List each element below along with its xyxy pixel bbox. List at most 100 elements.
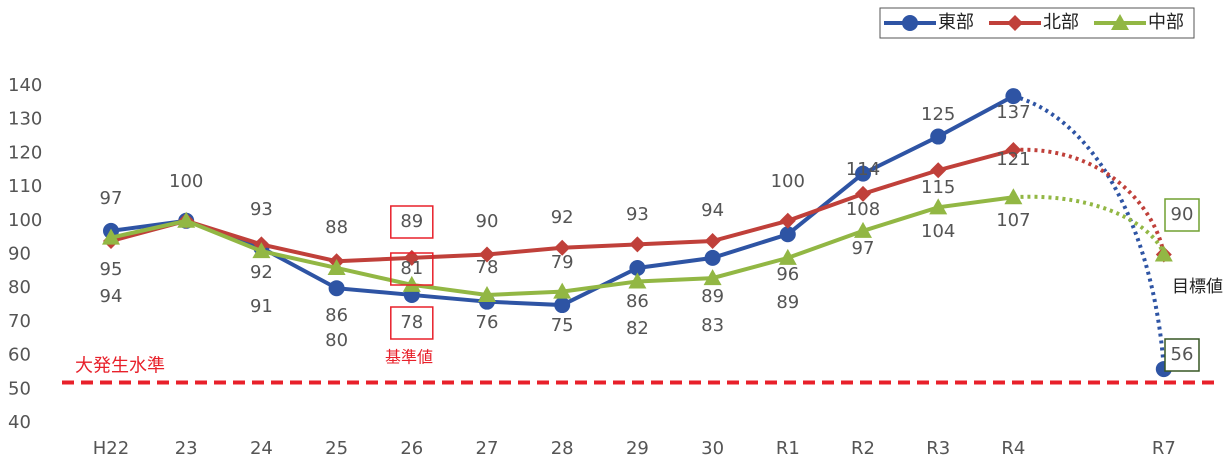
marker [778, 248, 797, 265]
data-label: 75 [551, 315, 574, 336]
data-label: 92 [551, 207, 574, 228]
label-box [1164, 338, 1200, 372]
legend-label: 中部 [1148, 12, 1184, 33]
marker [403, 249, 420, 266]
data-label: 125 [921, 104, 955, 125]
data-label: 93 [250, 199, 273, 220]
y-tick-label: 50 [8, 378, 31, 399]
data-label: 94 [100, 286, 123, 307]
annotation: 基準値 [385, 348, 433, 367]
marker [855, 185, 871, 202]
y-tick-label: 80 [8, 277, 31, 298]
data-label: 90 [1171, 204, 1194, 225]
marker [479, 246, 495, 263]
legend-label: 北部 [1043, 12, 1079, 33]
data-label: 90 [476, 211, 499, 232]
data-label: 96 [776, 264, 799, 285]
projection-line [1013, 194, 1166, 256]
data-label: 88 [325, 217, 348, 238]
x-tick-label: 28 [551, 438, 574, 459]
x-tick-label: 25 [325, 438, 348, 459]
data-label: 137 [996, 102, 1030, 123]
data-label: 95 [100, 259, 123, 280]
threshold-label: 大発生水準 [75, 356, 165, 377]
x-tick-label: R7 [1152, 438, 1176, 459]
legend-marker [1111, 14, 1129, 30]
x-tick-label: 23 [175, 438, 198, 459]
data-label: 108 [846, 199, 880, 220]
x-tick-label: R2 [851, 438, 875, 459]
projection-line [1013, 147, 1166, 255]
data-label: 89 [400, 211, 423, 232]
data-label: 80 [325, 330, 348, 351]
legend-label: 東部 [938, 12, 974, 33]
marker [929, 198, 948, 215]
marker [1154, 245, 1173, 262]
data-label: 78 [476, 257, 499, 278]
x-tick-label: R1 [776, 438, 800, 459]
data-label: 82 [626, 318, 649, 339]
marker [855, 165, 871, 182]
label-box [390, 306, 434, 340]
marker [553, 282, 572, 299]
marker [1005, 88, 1022, 105]
y-tick-label: 120 [8, 142, 42, 163]
marker [554, 297, 571, 314]
marker [1004, 188, 1023, 205]
marker [930, 162, 947, 179]
data-label: 56 [1171, 344, 1194, 365]
legend-marker [1007, 15, 1023, 31]
x-tick-label: 24 [250, 438, 273, 459]
marker [779, 226, 796, 243]
data-label: 76 [476, 312, 499, 333]
marker [628, 272, 647, 289]
data-label: 86 [626, 291, 649, 312]
marker [704, 233, 721, 250]
label-box [390, 252, 434, 286]
y-tick-label: 110 [8, 176, 42, 197]
projection-line [1012, 94, 1166, 370]
marker [177, 211, 196, 228]
data-label: 100 [169, 171, 203, 192]
data-label: 104 [921, 221, 955, 242]
x-tick-label: H22 [93, 438, 129, 459]
data-label: 89 [776, 292, 799, 313]
data-label: 78 [400, 312, 423, 333]
marker [930, 128, 947, 145]
marker [854, 221, 872, 238]
y-tick-label: 70 [8, 311, 31, 332]
data-label: 97 [852, 238, 875, 259]
x-tick-label: 26 [400, 438, 423, 459]
marker [779, 212, 796, 229]
data-label: 89 [701, 286, 724, 307]
y-tick-label: 60 [8, 345, 31, 366]
data-label: 81 [400, 258, 423, 279]
annotation: 目標値 [1172, 277, 1223, 297]
marker [102, 228, 120, 245]
marker [703, 269, 722, 286]
marker [629, 236, 646, 253]
label-box [1164, 198, 1200, 232]
marker [252, 242, 271, 259]
data-label: 79 [551, 252, 574, 273]
y-tick-label: 40 [8, 412, 31, 433]
y-tick-label: 100 [8, 210, 42, 231]
marker [402, 275, 421, 292]
data-label: 107 [996, 210, 1030, 231]
y-tick-label: 90 [8, 244, 31, 265]
data-label: 94 [701, 200, 724, 221]
x-tick-label: R3 [926, 438, 950, 459]
marker [327, 258, 346, 275]
x-tick-label: 30 [701, 438, 724, 459]
marker [629, 259, 646, 276]
data-label: 92 [250, 262, 273, 283]
marker [554, 239, 571, 256]
y-tick-label: 140 [8, 75, 42, 96]
data-label: 93 [626, 204, 649, 225]
marker [704, 249, 721, 266]
data-label: 97 [100, 188, 123, 209]
x-tick-label: R4 [1001, 438, 1025, 459]
data-label: 114 [846, 159, 880, 180]
data-label: 100 [771, 171, 805, 192]
